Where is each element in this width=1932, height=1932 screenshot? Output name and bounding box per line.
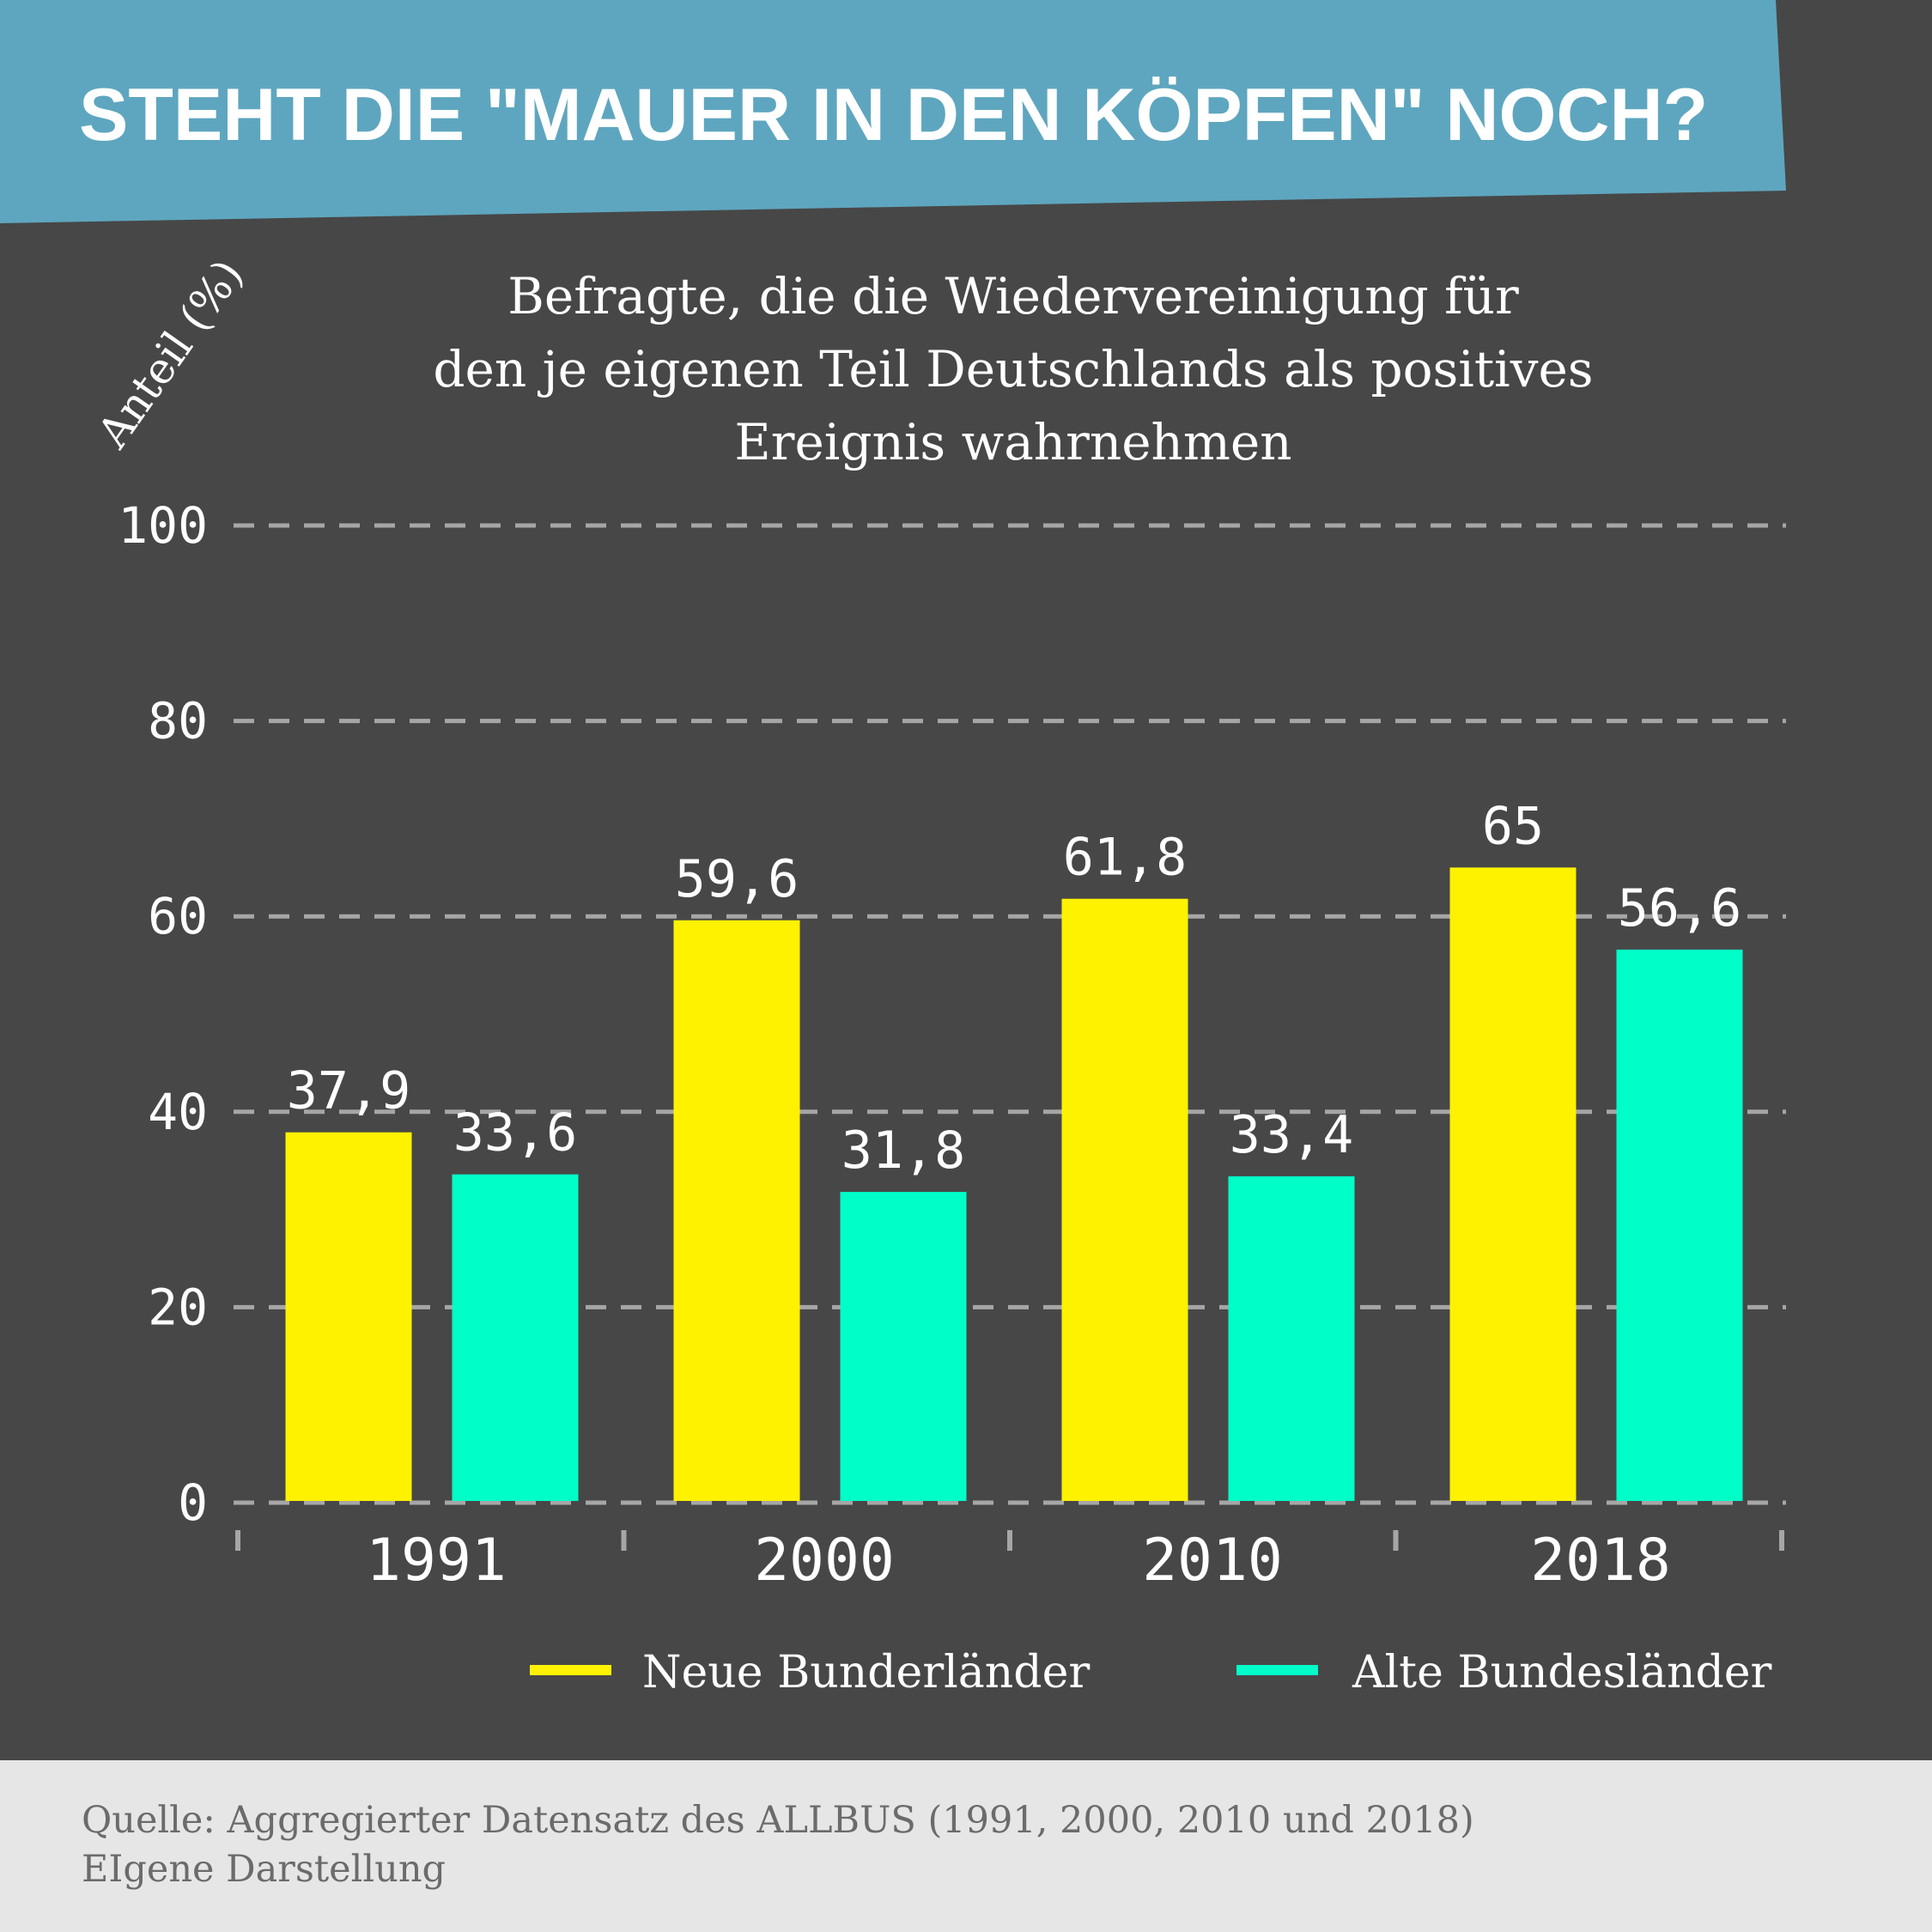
legend-label-neue: Neue Bunderländer xyxy=(642,1647,1090,1698)
bar-value-label: 59,6 xyxy=(675,849,799,909)
bar-neue-2000 xyxy=(673,920,800,1501)
x-tick-label: 2018 xyxy=(1530,1527,1671,1595)
bar-value-labels: 37,9 33,6 59,6 31,8 61,8 33,4 65 56,6 xyxy=(287,796,1742,1181)
bar-neue-1991 xyxy=(285,1132,412,1501)
footer: Quelle: Aggregierter Datensatz des ALLBU… xyxy=(0,1760,1932,1932)
y-tick-label: 20 xyxy=(148,1278,208,1336)
bar-value-label: 56,6 xyxy=(1618,878,1742,939)
bar-neue-2018 xyxy=(1449,867,1577,1501)
y-tick-labels: 0 20 40 60 80 100 xyxy=(118,496,208,1532)
y-tick-label: 80 xyxy=(148,692,208,750)
bars xyxy=(285,867,1743,1501)
x-tick-label: 1991 xyxy=(366,1527,507,1595)
legend-swatch-alte xyxy=(1236,1665,1318,1675)
subtitle-line-1: Befragte, die die Wiedervereinigung für xyxy=(507,267,1519,325)
bar-alte-2018 xyxy=(1616,949,1743,1501)
bar-alte-1991 xyxy=(452,1174,579,1501)
bar-alte-2010 xyxy=(1228,1176,1355,1501)
subtitle-line-2: den je eigenen Teil Deutschlands als pos… xyxy=(433,340,1593,398)
y-tick-label: 40 xyxy=(148,1083,208,1141)
bar-value-label: 61,8 xyxy=(1063,828,1188,888)
bar-alte-2000 xyxy=(840,1192,967,1501)
y-tick-label: 60 xyxy=(148,887,208,945)
x-tick-label: 2000 xyxy=(754,1527,895,1595)
chart-title: STEHT DIE "MAUER IN DEN KÖPFEN" NOCH? xyxy=(79,74,1708,156)
legend: Neue Bunderländer Alte Bundesländer xyxy=(530,1647,1772,1698)
x-tick-label: 2010 xyxy=(1142,1527,1283,1595)
subtitle-line-3: Ereignis wahrnehmen xyxy=(734,413,1291,471)
source-text: Quelle: Aggregierter Datensatz des ALLBU… xyxy=(82,1799,1474,1842)
title-banner xyxy=(0,0,1786,223)
bar-value-label: 65 xyxy=(1482,796,1544,856)
bar-value-label: 33,6 xyxy=(453,1103,578,1163)
bar-neue-2010 xyxy=(1061,898,1188,1501)
x-axis: 1991 2000 2010 2018 xyxy=(235,1527,1784,1595)
bar-value-label: 33,4 xyxy=(1230,1105,1354,1165)
y-tick-label: 0 xyxy=(178,1473,208,1532)
note-text: EIgene Darstellung xyxy=(82,1848,447,1891)
legend-swatch-neue xyxy=(530,1665,611,1675)
legend-label-alte: Alte Bundesländer xyxy=(1352,1647,1772,1698)
bar-value-label: 37,9 xyxy=(287,1061,411,1121)
bar-value-label: 31,8 xyxy=(841,1121,966,1181)
y-tick-label: 100 xyxy=(118,496,208,555)
chart-subtitle: Befragte, die die Wiedervereinigung für … xyxy=(433,267,1593,471)
